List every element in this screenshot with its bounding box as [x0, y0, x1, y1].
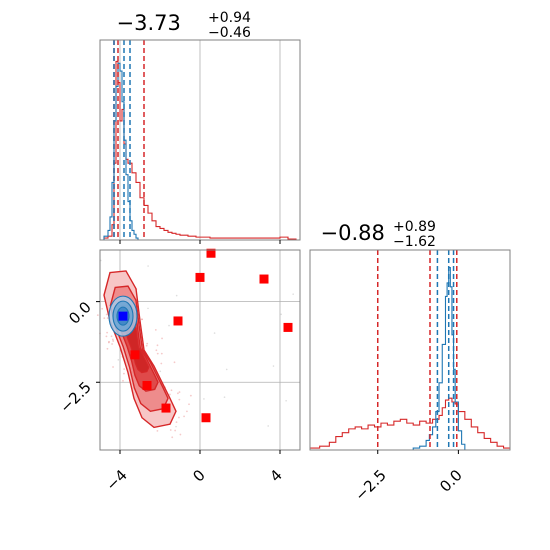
scatter-sample: [111, 343, 113, 345]
marker-square: [206, 248, 216, 258]
scatter-sample: [188, 403, 190, 406]
tick-x1-0: 0.0: [436, 466, 466, 496]
scatter-sample: [173, 361, 176, 364]
title-param0-sub: −0.46: [208, 25, 251, 41]
panel-border: [309, 249, 511, 451]
scatter-sample: [107, 341, 110, 344]
scatter-sample: [267, 425, 269, 427]
title-param1: −0.88 +0.89 −1.62: [321, 216, 441, 250]
scatter-sample: [178, 416, 180, 419]
scatter-sample: [186, 410, 188, 413]
scatter-sample: [123, 368, 126, 370]
scatter-sample: [106, 347, 109, 350]
scatter-sample: [105, 335, 108, 338]
scatter-sample: [112, 366, 114, 368]
scatter-sample: [155, 349, 158, 352]
histogram-param0-panel: [99, 39, 301, 244]
scatter-sample: [169, 429, 172, 431]
true-value-marker: [118, 311, 128, 321]
scatter-sample: [141, 318, 143, 321]
scatter-sample: [108, 340, 110, 343]
scatter-sample: [145, 344, 148, 347]
joint-density-panel: [96, 248, 301, 454]
scatter-sample: [111, 338, 114, 341]
marker-square: [142, 380, 152, 390]
title-param1-sup: +0.89: [393, 219, 436, 235]
scatter-sample: [175, 294, 178, 297]
scatter-sample: [168, 324, 170, 327]
marker-square: [201, 413, 211, 423]
scatter-sample: [159, 370, 162, 373]
scatter-sample: [156, 430, 159, 432]
tick-y1-0: 0.0: [65, 298, 95, 328]
blue-histogram-param0: [100, 62, 300, 241]
blue-histogram-param1: [310, 267, 510, 451]
scatter-sample: [161, 337, 163, 340]
marker-square: [130, 350, 140, 360]
scatter-sample: [272, 365, 275, 367]
red-histogram-param1: [310, 397, 510, 449]
scatter-sample: [213, 332, 216, 334]
scatter-sample: [147, 265, 149, 267]
marker-square: [283, 322, 293, 332]
marker-square: [259, 274, 269, 284]
tick-x1-minus2.5: −2.5: [351, 466, 389, 504]
scatter-sample: [156, 352, 159, 355]
scatter-sample: [103, 317, 106, 320]
scatter-sample: [178, 398, 181, 401]
scatter-sample: [160, 352, 163, 355]
title-param1-sub: −1.62: [393, 234, 436, 250]
scatter-sample: [105, 313, 108, 316]
tick-x0-0: 0: [189, 466, 208, 485]
tick-x0-4: 4: [266, 466, 285, 485]
scatter-sample: [175, 425, 177, 428]
title-param0-value: −3.73: [117, 11, 181, 35]
scatter-sample: [170, 389, 173, 392]
scatter-sample: [154, 328, 157, 331]
title-param0: −3.73 +0.94 −0.46: [117, 7, 256, 41]
marker-square: [173, 316, 183, 326]
scatter-sample: [141, 318, 143, 321]
scatter-sample: [179, 433, 182, 436]
tick-y1-minus2.5: −2.5: [56, 378, 94, 416]
tick-x0-minus4: −4: [102, 466, 130, 494]
red-histogram-param0: [100, 60, 300, 241]
scatter-sample: [156, 344, 159, 347]
scatter-sample: [292, 293, 294, 295]
marker-square: [195, 272, 205, 282]
scatter-sample: [106, 317, 109, 319]
scatter-sample: [225, 368, 228, 371]
scatter-sample: [110, 335, 113, 338]
scatter-sample: [160, 362, 163, 365]
scatter-sample: [147, 307, 149, 310]
title-param0-sup: +0.94: [208, 10, 251, 26]
scatter-sample: [146, 342, 149, 345]
scatter-sample: [280, 313, 282, 316]
scatter-sample: [174, 429, 177, 432]
scatter-sample: [183, 415, 185, 418]
scatter-sample: [117, 359, 120, 361]
scatter-sample: [106, 331, 109, 334]
scatter-sample: [203, 398, 205, 400]
scatter-sample: [285, 399, 287, 402]
scatter-sample: [223, 396, 226, 398]
title-param1-value: −0.88: [321, 221, 385, 245]
scatter-sample: [112, 340, 115, 342]
histogram-param1-panel: [309, 249, 511, 454]
scatter-sample: [189, 394, 192, 397]
scatter-sample: [96, 314, 99, 317]
scatter-sample: [175, 421, 178, 424]
marker-square: [161, 403, 171, 413]
scatter-sample: [122, 379, 124, 382]
scatter-sample: [171, 436, 174, 439]
scatter-sample: [168, 393, 171, 396]
scatter-sample: [123, 372, 125, 375]
scatter-sample: [177, 392, 179, 395]
red-contour-core: [125, 321, 150, 374]
scatter-sample: [101, 307, 104, 310]
scatter-sample: [178, 391, 181, 393]
